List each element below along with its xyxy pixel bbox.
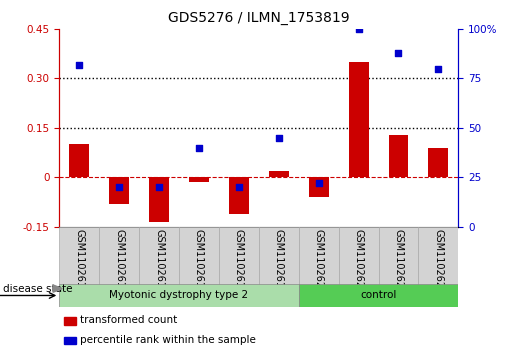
Bar (139, 227, 179, 285)
Text: control: control (360, 290, 397, 301)
Bar (299, 227, 339, 285)
Point (434, 66, 442, 72)
Text: GSM1102617: GSM1102617 (194, 229, 204, 294)
Bar (308, 178, 329, 197)
Point (155, 184, 163, 190)
Point (235, 184, 243, 190)
Bar (149, 178, 169, 222)
Bar (59, 284, 299, 307)
Text: GSM1102621: GSM1102621 (354, 229, 364, 294)
Text: GSM1102618: GSM1102618 (234, 229, 244, 294)
Point (75, 62, 83, 68)
Bar (229, 178, 249, 214)
Text: GSM1102622: GSM1102622 (393, 229, 403, 294)
Text: GSM1102619: GSM1102619 (274, 229, 284, 294)
Bar (219, 227, 259, 285)
Text: GSM1102614: GSM1102614 (74, 229, 84, 294)
Bar (59, 227, 99, 285)
Point (394, 50, 403, 56)
Text: percentile rank within the sample: percentile rank within the sample (80, 335, 256, 345)
Text: transformed count: transformed count (80, 315, 177, 325)
Text: GSM1102623: GSM1102623 (434, 229, 443, 294)
Text: Myotonic dystrophy type 2: Myotonic dystrophy type 2 (109, 290, 249, 301)
Bar (299, 284, 458, 307)
Bar (259, 227, 299, 285)
Text: GSM1102620: GSM1102620 (314, 229, 323, 294)
Title: GDS5276 / ILMN_1753819: GDS5276 / ILMN_1753819 (168, 11, 350, 25)
Bar (109, 178, 129, 204)
Bar (179, 227, 219, 285)
Bar (189, 178, 209, 182)
Text: GSM1102616: GSM1102616 (154, 229, 164, 294)
Bar (418, 227, 458, 285)
Bar (349, 62, 369, 178)
Bar (428, 148, 449, 178)
Bar (339, 227, 379, 285)
Bar (69, 144, 89, 178)
Point (195, 145, 203, 151)
Text: GSM1102615: GSM1102615 (114, 229, 124, 294)
Point (315, 180, 323, 186)
Bar (379, 227, 418, 285)
Text: disease state: disease state (3, 284, 72, 294)
Point (115, 184, 123, 190)
Bar (99, 227, 139, 285)
Point (274, 135, 283, 141)
Bar (269, 171, 289, 178)
Bar (388, 135, 408, 178)
Point (354, 26, 363, 32)
